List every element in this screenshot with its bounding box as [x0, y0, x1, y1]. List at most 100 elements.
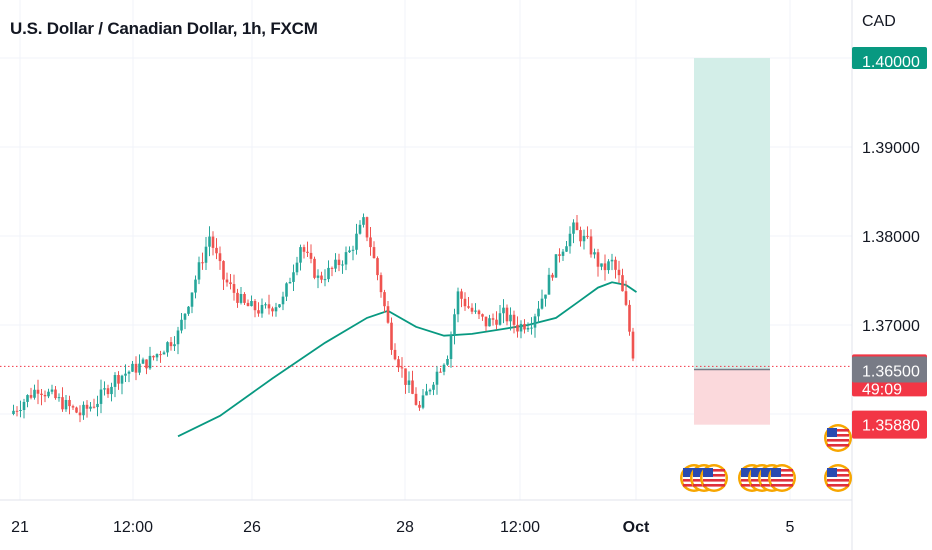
candle-up [425, 391, 428, 396]
loss-zone[interactable] [694, 369, 770, 425]
candle-down [463, 298, 467, 307]
us-flag-icon[interactable] [700, 464, 728, 492]
candle-down [411, 380, 414, 394]
candle-down [61, 397, 64, 410]
price-tick-label: 1.37000 [862, 318, 920, 335]
candle-down [505, 307, 509, 322]
flag-stripe [827, 479, 849, 482]
flag-canton [693, 468, 703, 477]
candle-up [509, 314, 512, 322]
candle-down [376, 258, 379, 276]
candle-up [355, 233, 358, 250]
candle-down [211, 236, 215, 248]
candle-up [89, 406, 92, 409]
candle-down [201, 262, 204, 264]
candle-down [586, 235, 589, 237]
candle-up [446, 358, 449, 365]
candle-down [309, 252, 313, 259]
candle-down [225, 279, 229, 283]
candle-down [414, 393, 418, 405]
time-axis[interactable]: 21 12:00 26 28 12:00 Oct 5 [11, 519, 794, 536]
moving-average [177, 281, 638, 438]
event-markers[interactable] [680, 424, 852, 492]
candle-down [624, 291, 628, 305]
candle-up [456, 291, 460, 315]
candle-down [397, 359, 400, 368]
candle-up [239, 293, 243, 303]
candle-up [64, 399, 68, 410]
candle-up [407, 380, 411, 385]
candle-up [358, 224, 362, 234]
candle-down [393, 349, 397, 360]
candle-up [316, 275, 320, 278]
candle-down [78, 412, 82, 416]
candle-up [26, 395, 29, 402]
candle-down [589, 236, 593, 255]
candle-up [351, 249, 355, 251]
candle-up [537, 308, 540, 317]
candle-up [208, 236, 211, 247]
candle-down [579, 230, 582, 242]
candle-up [428, 389, 432, 392]
candle-up [362, 217, 365, 225]
us-flag-icon[interactable] [768, 464, 796, 492]
time-tick-label: 21 [11, 519, 29, 536]
candle-down [439, 371, 442, 373]
candle-down [404, 368, 407, 385]
candle-up [113, 375, 117, 387]
candle-up [449, 334, 453, 359]
time-tick-label: 5 [786, 519, 795, 536]
candle-down [418, 404, 421, 408]
candle-up [278, 304, 281, 308]
candle-down [229, 282, 232, 285]
flag-canton [827, 428, 837, 437]
last-price-badge-text: 49:09 [862, 381, 902, 398]
candle-down [596, 252, 600, 267]
candle-up [453, 314, 456, 335]
flag-canton [751, 468, 761, 477]
candle-down [15, 410, 19, 412]
price-tick-label: 1.38000 [862, 229, 920, 246]
candle-up [341, 264, 344, 266]
candle-up [488, 318, 491, 327]
candle-down [159, 354, 162, 356]
candle-up [173, 344, 176, 347]
candle-up [138, 363, 141, 373]
candle-up [264, 304, 267, 306]
candle-up [502, 307, 505, 314]
candle-down [271, 308, 274, 312]
flag-stripe [703, 479, 725, 482]
position-zones[interactable] [0, 58, 852, 425]
profit-zone[interactable] [694, 58, 770, 370]
flag-stripe [771, 479, 793, 482]
candle-down [372, 247, 376, 259]
candle-down [631, 331, 635, 359]
stop-price-badge [852, 410, 927, 439]
candle-down [152, 355, 155, 358]
grid-lines [0, 0, 853, 550]
candle-down [481, 314, 484, 317]
us-flag-icon[interactable] [824, 464, 852, 492]
candle-up [50, 389, 54, 392]
candle-down [390, 322, 393, 350]
candle-up [348, 250, 351, 253]
candle-up [148, 355, 152, 369]
candle-up [183, 313, 187, 320]
candle-down [246, 302, 250, 307]
candle-down [218, 253, 222, 262]
candle-up [103, 388, 106, 390]
flag-canton [761, 468, 771, 477]
candle-down [106, 388, 110, 395]
us-flag-icon[interactable] [824, 424, 852, 452]
candle-up [22, 401, 26, 410]
candle-up [33, 389, 36, 398]
entry-price-badge-text: 1.36500 [862, 364, 920, 381]
candle-down [621, 275, 624, 292]
candle-down [222, 261, 225, 280]
candle-down [614, 259, 617, 270]
candle-up [582, 235, 586, 242]
price-axis[interactable]: 1.37000 1.38000 1.39000 [862, 140, 920, 335]
candle-up [281, 296, 285, 305]
